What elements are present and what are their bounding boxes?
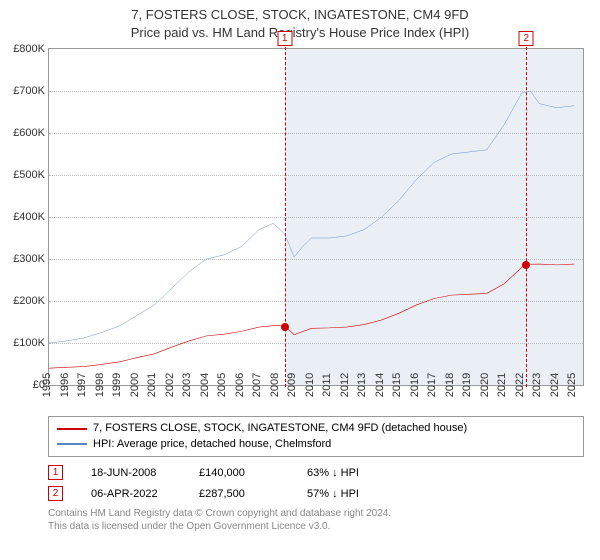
y-axis-label: £800K bbox=[13, 43, 49, 55]
tx-pct: 63% ↓ HPI bbox=[307, 467, 387, 479]
marker-box-2: 2 bbox=[519, 31, 534, 46]
legend: 7, FOSTERS CLOSE, STOCK, INGATESTONE, CM… bbox=[48, 416, 584, 457]
series-property bbox=[49, 264, 574, 368]
y-axis-label: £500K bbox=[13, 169, 49, 181]
title-address: 7, FOSTERS CLOSE, STOCK, INGATESTONE, CM… bbox=[0, 6, 600, 24]
marker-box-1: 1 bbox=[277, 31, 292, 46]
tx-date: 18-JUN-2008 bbox=[91, 467, 171, 479]
tx-marker: 1 bbox=[48, 465, 63, 480]
tx-price: £140,000 bbox=[199, 467, 279, 479]
marker-line-1 bbox=[285, 47, 286, 387]
y-axis-label: £100K bbox=[13, 337, 49, 349]
footer-attribution: Contains HM Land Registry data © Crown c… bbox=[48, 507, 584, 533]
tx-date: 06-APR-2022 bbox=[91, 488, 171, 500]
y-axis-label: £200K bbox=[13, 295, 49, 307]
price-chart: £0£100K£200K£300K£400K£500K£600K£700K£80… bbox=[48, 48, 584, 408]
title-subtitle: Price paid vs. HM Land Registry's House … bbox=[0, 24, 600, 42]
marker-dot-2 bbox=[522, 261, 530, 269]
legend-label-property: 7, FOSTERS CLOSE, STOCK, INGATESTONE, CM… bbox=[93, 421, 467, 436]
series-hpi bbox=[49, 91, 574, 343]
footer-line1: Contains HM Land Registry data © Crown c… bbox=[48, 507, 584, 520]
y-axis-label: £300K bbox=[13, 253, 49, 265]
tx-pct: 57% ↓ HPI bbox=[307, 488, 387, 500]
legend-swatch-hpi bbox=[57, 443, 87, 445]
marker-dot-1 bbox=[281, 323, 289, 331]
y-axis-label: £400K bbox=[13, 211, 49, 223]
transaction-table: 1 18-JUN-2008 £140,000 63% ↓ HPI 2 06-APR-202… bbox=[48, 465, 584, 501]
transaction-row: 2 06-APR-2022 £287,500 57% ↓ HPI bbox=[48, 486, 584, 501]
marker-line-2 bbox=[526, 47, 527, 387]
legend-swatch-property bbox=[57, 428, 87, 430]
tx-marker: 2 bbox=[48, 486, 63, 501]
y-axis-label: £600K bbox=[13, 127, 49, 139]
legend-label-hpi: HPI: Average price, detached house, Chel… bbox=[93, 437, 331, 452]
tx-price: £287,500 bbox=[199, 488, 279, 500]
y-axis-label: £700K bbox=[13, 85, 49, 97]
footer-line2: This data is licensed under the Open Gov… bbox=[48, 520, 584, 533]
transaction-row: 1 18-JUN-2008 £140,000 63% ↓ HPI bbox=[48, 465, 584, 480]
